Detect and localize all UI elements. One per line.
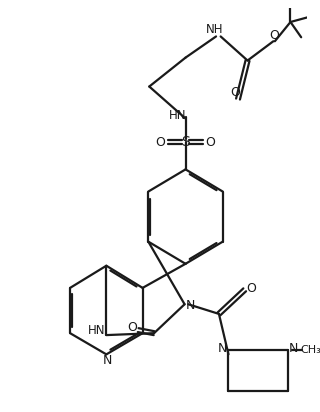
Text: S: S bbox=[181, 136, 190, 150]
Text: O: O bbox=[127, 321, 137, 335]
Text: N: N bbox=[288, 342, 298, 354]
Text: O: O bbox=[230, 86, 240, 99]
Text: O: O bbox=[270, 29, 279, 42]
Text: O: O bbox=[156, 136, 165, 149]
Text: CH₃: CH₃ bbox=[301, 344, 320, 355]
Text: O: O bbox=[246, 282, 256, 295]
Text: HN: HN bbox=[88, 324, 105, 337]
Text: NH: NH bbox=[206, 23, 223, 36]
Text: HN: HN bbox=[169, 109, 187, 122]
Text: N: N bbox=[103, 354, 113, 367]
Text: N: N bbox=[218, 342, 227, 354]
Text: O: O bbox=[206, 136, 215, 149]
Text: N: N bbox=[185, 299, 195, 312]
